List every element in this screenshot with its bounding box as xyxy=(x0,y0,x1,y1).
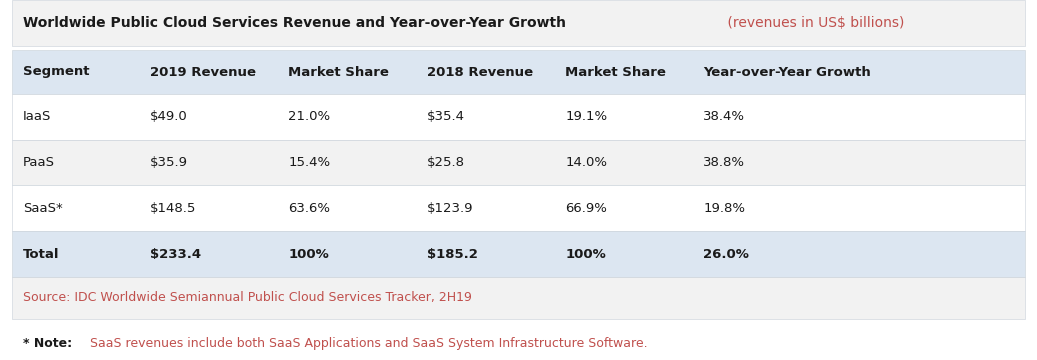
Text: $49.0: $49.0 xyxy=(150,110,188,123)
Bar xyxy=(12,50,1025,94)
Text: SaaS revenues include both SaaS Applications and SaaS System Infrastructure Soft: SaaS revenues include both SaaS Applicat… xyxy=(86,337,648,350)
Text: 26.0%: 26.0% xyxy=(703,248,749,261)
Text: 21.0%: 21.0% xyxy=(288,110,331,123)
Text: Worldwide Public Cloud Services Revenue and Year-over-Year Growth: Worldwide Public Cloud Services Revenue … xyxy=(23,16,566,30)
Text: 2019 Revenue: 2019 Revenue xyxy=(150,66,256,78)
Text: Total: Total xyxy=(23,248,59,261)
Text: 100%: 100% xyxy=(565,248,606,261)
Text: (revenues in US$ billions): (revenues in US$ billions) xyxy=(724,16,905,30)
Bar xyxy=(12,0,1025,46)
Text: $35.9: $35.9 xyxy=(150,156,189,169)
Bar xyxy=(12,277,1025,319)
Bar xyxy=(12,94,1025,140)
Text: Year-over-Year Growth: Year-over-Year Growth xyxy=(703,66,871,78)
Bar xyxy=(12,185,1025,231)
Text: Source: IDC Worldwide Semiannual Public Cloud Services Tracker, 2H19: Source: IDC Worldwide Semiannual Public … xyxy=(23,291,472,304)
Bar xyxy=(12,231,1025,277)
Text: 100%: 100% xyxy=(288,248,329,261)
Text: * Note:: * Note: xyxy=(23,337,72,350)
Text: SaaS*: SaaS* xyxy=(23,202,62,215)
Text: 38.4%: 38.4% xyxy=(703,110,746,123)
Text: 66.9%: 66.9% xyxy=(565,202,607,215)
Text: $123.9: $123.9 xyxy=(427,202,474,215)
Text: 15.4%: 15.4% xyxy=(288,156,331,169)
Text: 38.8%: 38.8% xyxy=(703,156,746,169)
Text: 19.8%: 19.8% xyxy=(703,202,746,215)
Text: IaaS: IaaS xyxy=(23,110,51,123)
Text: 2018 Revenue: 2018 Revenue xyxy=(427,66,533,78)
Text: Market Share: Market Share xyxy=(288,66,389,78)
Text: Market Share: Market Share xyxy=(565,66,666,78)
Text: 19.1%: 19.1% xyxy=(565,110,608,123)
Text: $25.8: $25.8 xyxy=(427,156,466,169)
Text: 14.0%: 14.0% xyxy=(565,156,608,169)
Text: PaaS: PaaS xyxy=(23,156,55,169)
Text: $148.5: $148.5 xyxy=(150,202,197,215)
Text: $233.4: $233.4 xyxy=(150,248,201,261)
Text: 63.6%: 63.6% xyxy=(288,202,331,215)
Text: Segment: Segment xyxy=(23,66,89,78)
Text: $35.4: $35.4 xyxy=(427,110,466,123)
Bar xyxy=(12,140,1025,185)
Text: $185.2: $185.2 xyxy=(427,248,478,261)
